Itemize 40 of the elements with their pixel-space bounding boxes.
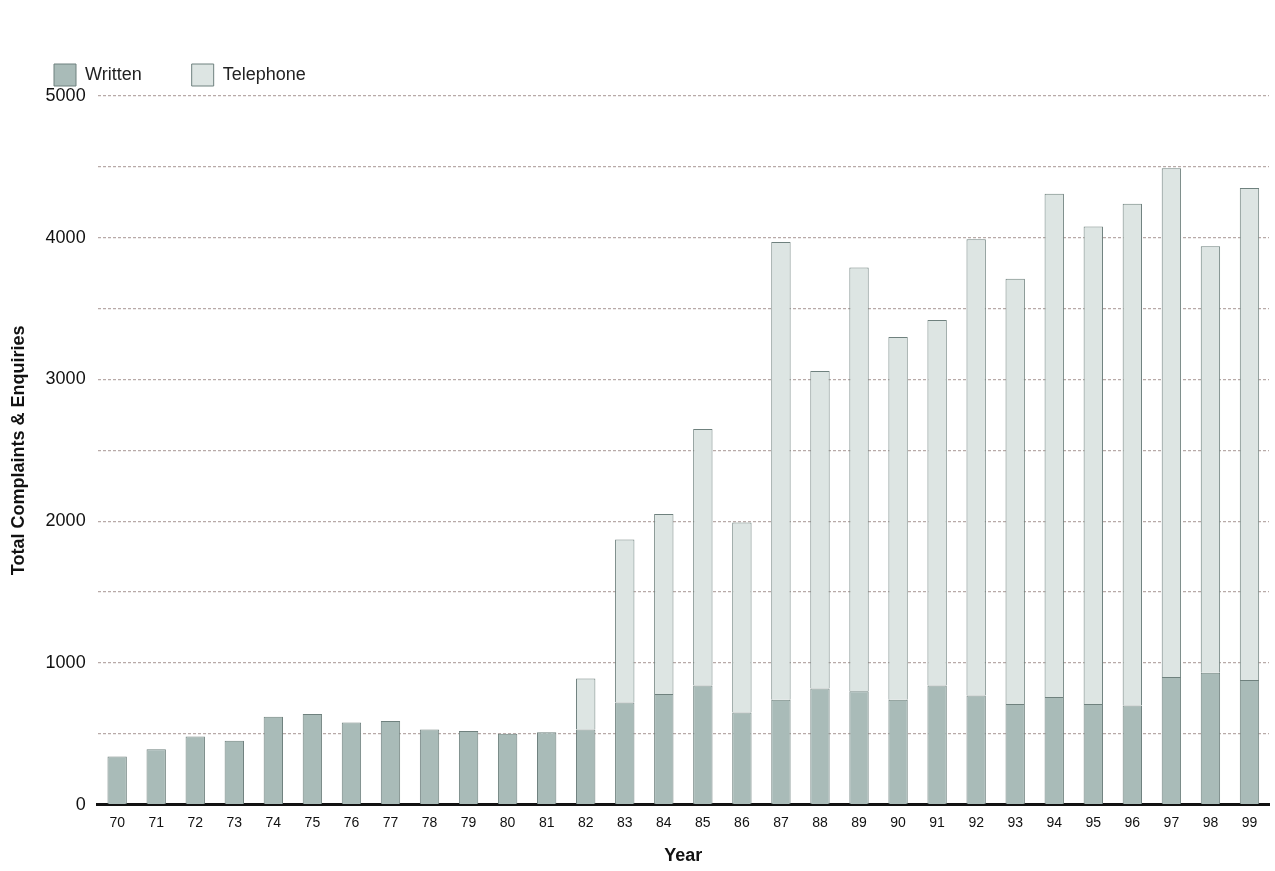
y-tick-label: 4000 <box>45 226 86 247</box>
x-tick-label: 88 <box>812 813 828 830</box>
y-tick-label: 3000 <box>45 368 86 389</box>
x-tick-label: 90 <box>890 813 907 830</box>
x-tick-label: 86 <box>734 813 750 830</box>
y-axis-title: Total Complaints & Enquiries <box>7 325 28 576</box>
x-tick-label: 83 <box>616 813 633 830</box>
x-tick-label: 79 <box>460 813 477 830</box>
x-tick-label: 75 <box>304 813 321 830</box>
x-tick-label: 92 <box>968 813 985 830</box>
x-tick-label: 96 <box>1124 813 1141 830</box>
x-tick-label: 82 <box>577 813 594 830</box>
x-tick-label: 71 <box>148 813 165 830</box>
x-axis-title: Year <box>664 845 703 866</box>
x-tick-label: 95 <box>1085 813 1102 830</box>
x-tick-label: 94 <box>1046 813 1063 830</box>
x-tick-label: 98 <box>1202 813 1219 830</box>
x-tick-label: 77 <box>382 813 399 830</box>
x-tick-label: 70 <box>109 813 126 830</box>
legend-label: Telephone <box>222 63 306 84</box>
x-tick-label: 93 <box>1007 813 1024 830</box>
legend-label: Written <box>85 63 142 84</box>
y-tick-label: 5000 <box>45 84 86 105</box>
x-tick-label: 84 <box>656 813 672 830</box>
y-tick-label: 1000 <box>45 651 86 672</box>
x-tick-label: 73 <box>226 813 243 830</box>
x-tick-label: 99 <box>1241 813 1258 830</box>
x-tick-label: 72 <box>187 813 204 830</box>
x-tick-label: 80 <box>499 813 516 830</box>
x-tick-label: 91 <box>929 813 946 830</box>
x-tick-label: 78 <box>421 813 438 830</box>
x-tick-label: 76 <box>343 813 360 830</box>
x-tick-label: 89 <box>851 813 868 830</box>
y-tick-label: 2000 <box>45 510 86 531</box>
x-tick-label: 74 <box>265 813 282 830</box>
x-tick-label: 85 <box>695 813 711 830</box>
x-tick-label: 81 <box>538 813 555 830</box>
x-tick-label: 97 <box>1163 813 1180 830</box>
x-tick-label: 87 <box>773 813 789 830</box>
y-tick-label: 0 <box>75 793 86 814</box>
